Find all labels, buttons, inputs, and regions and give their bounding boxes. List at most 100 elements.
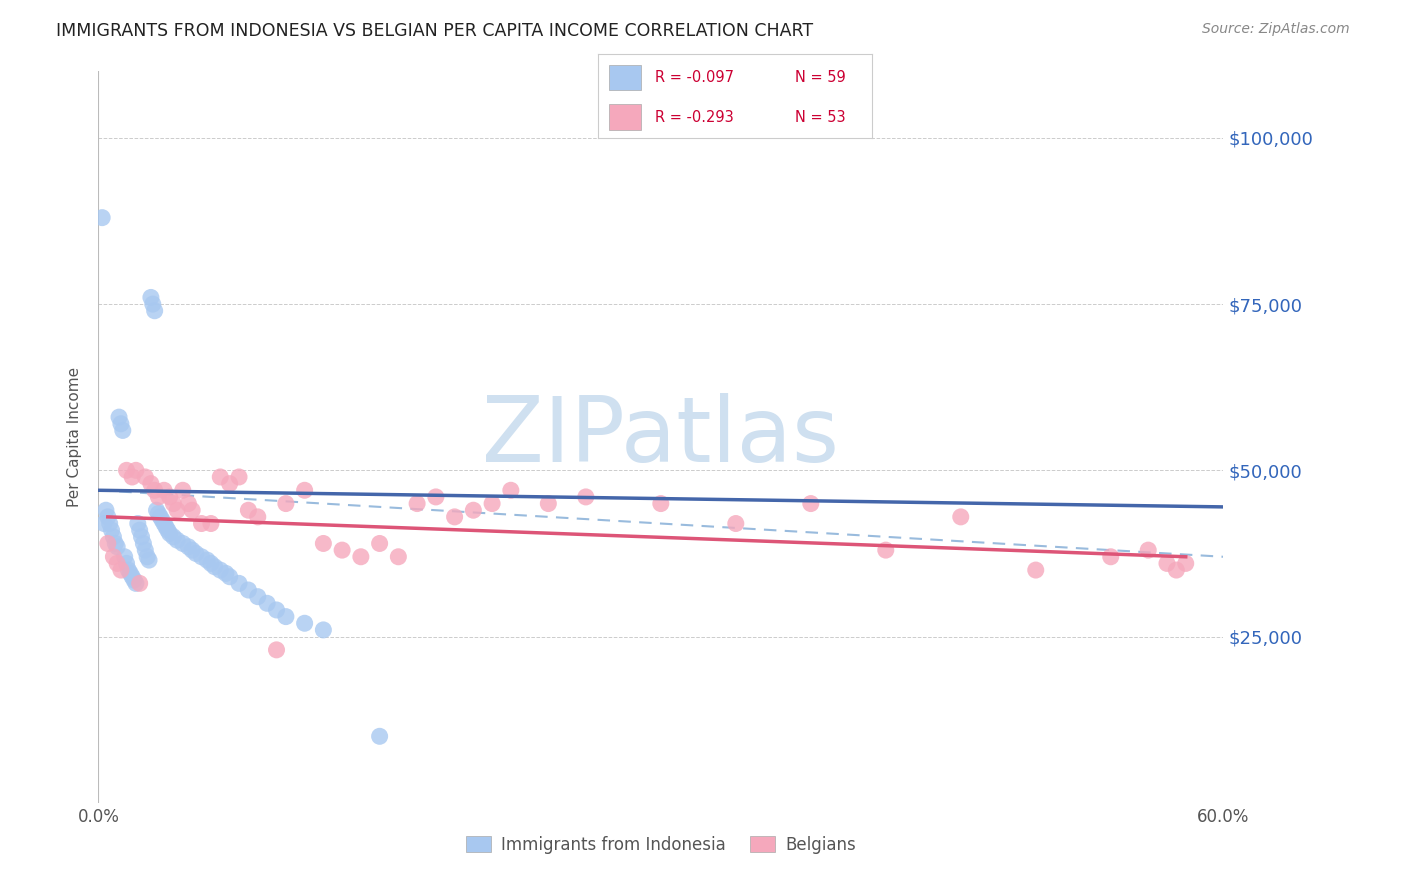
Immigrants from Indonesia (166, 533, 188, 548)
Belgians (159, 490, 181, 504)
Immigrants from Indonesia (104, 536, 127, 550)
Belgians (134, 470, 156, 484)
Text: R = -0.293: R = -0.293 (655, 110, 734, 125)
Immigrants from Indonesia (97, 509, 120, 524)
Belgians (181, 503, 204, 517)
Immigrants from Indonesia (155, 520, 177, 534)
Belgians (875, 543, 897, 558)
Belgians (650, 497, 672, 511)
Belgians (103, 549, 125, 564)
Belgians (443, 509, 465, 524)
Immigrants from Indonesia (105, 540, 128, 554)
Immigrants from Indonesia (368, 729, 391, 743)
Immigrants from Indonesia (150, 513, 173, 527)
Immigrants from Indonesia (209, 563, 232, 577)
Belgians (115, 463, 138, 477)
Belgians (121, 470, 143, 484)
Immigrants from Indonesia (110, 417, 132, 431)
Immigrants from Indonesia (114, 549, 136, 564)
Immigrants from Indonesia (115, 557, 138, 571)
Belgians (949, 509, 972, 524)
Immigrants from Indonesia (159, 526, 181, 541)
Belgians (1156, 557, 1178, 571)
Belgians (148, 490, 170, 504)
Belgians (1099, 549, 1122, 564)
Belgians (463, 503, 485, 517)
Belgians (1174, 557, 1197, 571)
Immigrants from Indonesia (238, 582, 260, 597)
Immigrants from Indonesia (122, 573, 145, 587)
Immigrants from Indonesia (120, 566, 142, 581)
Belgians (1137, 543, 1160, 558)
Immigrants from Indonesia (177, 540, 200, 554)
Belgians (143, 483, 166, 498)
Belgians (294, 483, 316, 498)
Text: N = 53: N = 53 (794, 110, 845, 125)
Belgians (228, 470, 250, 484)
Immigrants from Indonesia (156, 523, 179, 537)
Immigrants from Indonesia (215, 566, 238, 581)
Immigrants from Indonesia (145, 503, 167, 517)
Legend: Immigrants from Indonesia, Belgians: Immigrants from Indonesia, Belgians (458, 829, 863, 860)
Belgians (724, 516, 747, 531)
Bar (609, 64, 641, 90)
Belgians (1025, 563, 1047, 577)
Belgians (162, 497, 184, 511)
Belgians (406, 497, 429, 511)
Immigrants from Indonesia (132, 536, 155, 550)
Belgians (172, 483, 194, 498)
Belgians (218, 476, 240, 491)
Belgians (105, 557, 128, 571)
Belgians (153, 483, 176, 498)
Immigrants from Indonesia (181, 543, 204, 558)
Text: N = 59: N = 59 (794, 70, 845, 85)
Y-axis label: Per Capita Income: Per Capita Income (67, 367, 83, 508)
Immigrants from Indonesia (108, 410, 131, 425)
Belgians (209, 470, 232, 484)
Belgians (537, 497, 560, 511)
Immigrants from Indonesia (100, 523, 122, 537)
Immigrants from Indonesia (139, 290, 162, 304)
Text: Source: ZipAtlas.com: Source: ZipAtlas.com (1202, 22, 1350, 37)
Belgians (110, 563, 132, 577)
Immigrants from Indonesia (142, 297, 165, 311)
Belgians (387, 549, 409, 564)
Immigrants from Indonesia (172, 536, 194, 550)
Immigrants from Indonesia (91, 211, 114, 225)
Text: ZIPatlas: ZIPatlas (482, 393, 839, 481)
Immigrants from Indonesia (294, 616, 316, 631)
Immigrants from Indonesia (153, 516, 176, 531)
Belgians (368, 536, 391, 550)
Belgians (166, 503, 188, 517)
Immigrants from Indonesia (200, 557, 222, 571)
Immigrants from Indonesia (98, 516, 121, 531)
Belgians (350, 549, 373, 564)
Immigrants from Indonesia (103, 530, 125, 544)
Bar (609, 104, 641, 130)
Belgians (1166, 563, 1188, 577)
Belgians (330, 543, 353, 558)
Immigrants from Indonesia (195, 553, 218, 567)
Belgians (125, 463, 148, 477)
Immigrants from Indonesia (131, 530, 153, 544)
Immigrants from Indonesia (204, 559, 226, 574)
Immigrants from Indonesia (128, 523, 150, 537)
Immigrants from Indonesia (246, 590, 269, 604)
Immigrants from Indonesia (138, 553, 160, 567)
Immigrants from Indonesia (190, 549, 212, 564)
Immigrants from Indonesia (162, 530, 184, 544)
Belgians (499, 483, 522, 498)
Belgians (238, 503, 260, 517)
Immigrants from Indonesia (121, 570, 143, 584)
Immigrants from Indonesia (136, 549, 159, 564)
Belgians (177, 497, 200, 511)
Immigrants from Indonesia (149, 509, 172, 524)
Belgians (200, 516, 222, 531)
Text: R = -0.097: R = -0.097 (655, 70, 734, 85)
Immigrants from Indonesia (228, 576, 250, 591)
Immigrants from Indonesia (148, 507, 170, 521)
Belgians (97, 536, 120, 550)
Immigrants from Indonesia (312, 623, 335, 637)
Belgians (312, 536, 335, 550)
Immigrants from Indonesia (143, 303, 166, 318)
